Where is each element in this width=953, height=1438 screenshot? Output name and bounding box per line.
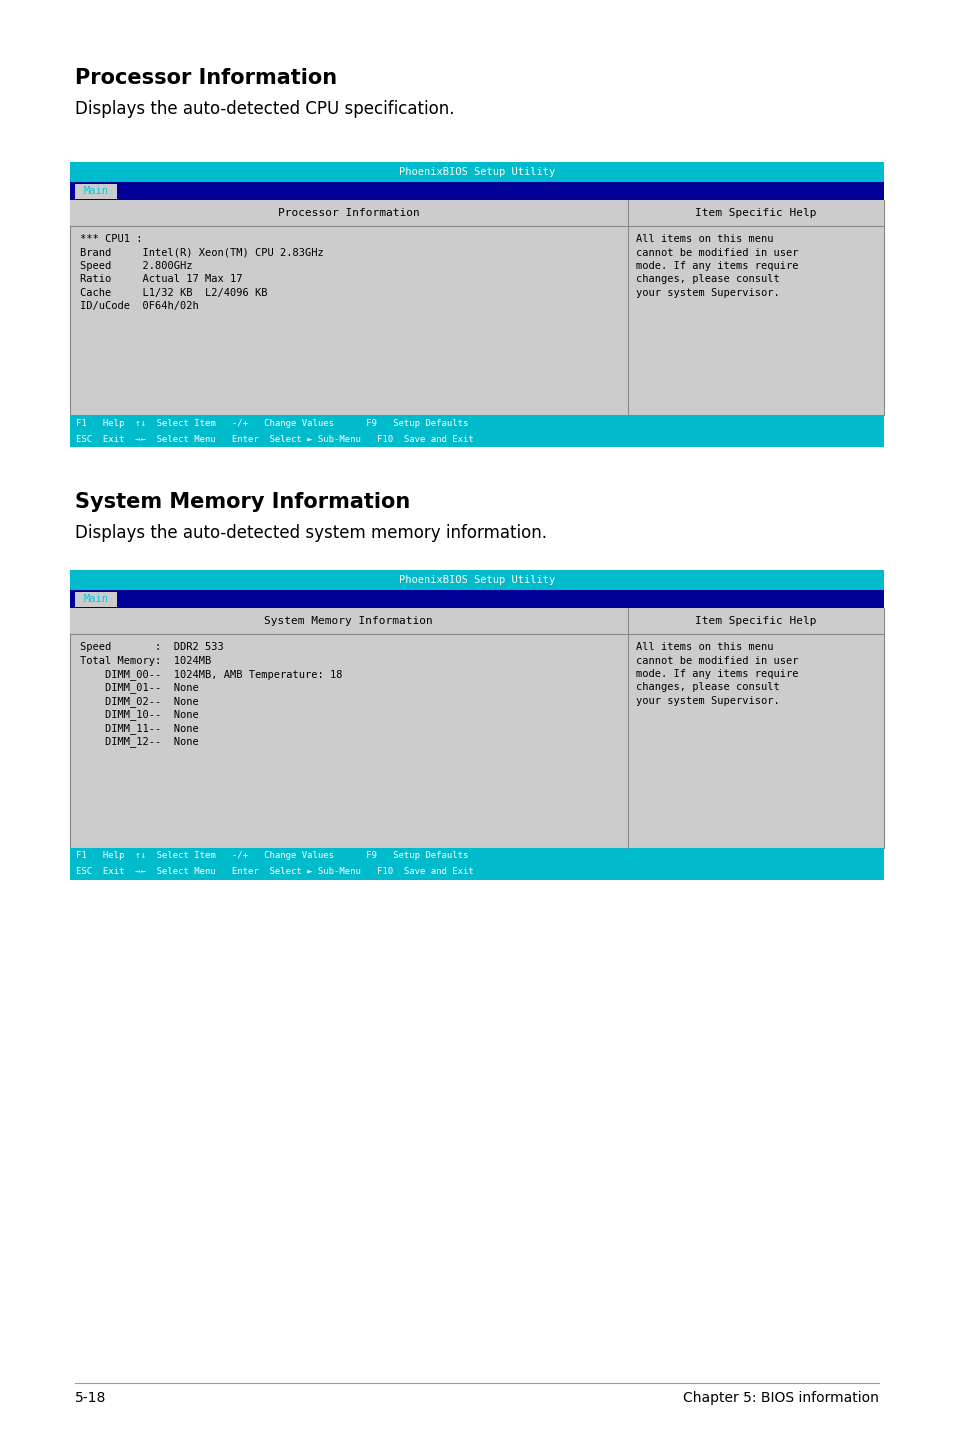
Text: mode. If any items require: mode. If any items require: [635, 669, 798, 679]
Text: F1   Help  ↑↓  Select Item   -/+   Change Values      F9   Setup Defaults: F1 Help ↑↓ Select Item -/+ Change Values…: [76, 418, 468, 427]
Bar: [70, 416, 883, 431]
Text: Total Memory:  1024MB: Total Memory: 1024MB: [80, 656, 211, 666]
Bar: [75, 184, 117, 198]
Text: Main: Main: [84, 186, 109, 196]
Text: your system Supervisor.: your system Supervisor.: [635, 288, 779, 298]
Text: All items on this menu: All items on this menu: [635, 234, 772, 244]
Text: *** CPU1 :: *** CPU1 :: [80, 234, 142, 244]
Text: Item Specific Help: Item Specific Help: [695, 615, 816, 626]
Bar: [70, 569, 883, 590]
Text: Speed     2.800GHz: Speed 2.800GHz: [80, 262, 193, 270]
Text: Brand     Intel(R) Xeon(TM) CPU 2.83GHz: Brand Intel(R) Xeon(TM) CPU 2.83GHz: [80, 247, 323, 257]
Text: mode. If any items require: mode. If any items require: [635, 262, 798, 270]
Bar: [70, 590, 883, 608]
Text: DIMM_10--  None: DIMM_10-- None: [80, 709, 198, 720]
Bar: [70, 162, 883, 183]
Text: ESC  Exit  →←  Select Menu   Enter  Select ► Sub-Menu   F10  Save and Exit: ESC Exit →← Select Menu Enter Select ► S…: [76, 867, 474, 877]
Bar: [70, 200, 883, 416]
Text: your system Supervisor.: your system Supervisor.: [635, 696, 779, 706]
Text: Item Specific Help: Item Specific Help: [695, 209, 816, 219]
Text: cannot be modified in user: cannot be modified in user: [635, 656, 798, 666]
Text: Ratio     Actual 17 Max 17: Ratio Actual 17 Max 17: [80, 275, 242, 285]
Text: DIMM_02--  None: DIMM_02-- None: [80, 696, 198, 707]
Text: changes, please consult: changes, please consult: [635, 683, 779, 693]
Text: 5-18: 5-18: [75, 1391, 107, 1405]
Bar: [70, 608, 883, 634]
Text: PhoenixBIOS Setup Utility: PhoenixBIOS Setup Utility: [398, 167, 555, 177]
Text: ESC  Exit  →←  Select Menu   Enter  Select ► Sub-Menu   F10  Save and Exit: ESC Exit →← Select Menu Enter Select ► S…: [76, 434, 474, 443]
Text: DIMM_00--  1024MB, AMB Temperature: 18: DIMM_00-- 1024MB, AMB Temperature: 18: [80, 669, 342, 680]
Text: changes, please consult: changes, please consult: [635, 275, 779, 285]
Text: Processor Information: Processor Information: [277, 209, 419, 219]
Text: Main: Main: [84, 594, 109, 604]
Bar: [70, 200, 883, 226]
Text: PhoenixBIOS Setup Utility: PhoenixBIOS Setup Utility: [398, 575, 555, 585]
Text: System Memory Information: System Memory Information: [264, 615, 433, 626]
Bar: [70, 608, 883, 848]
Text: System Memory Information: System Memory Information: [75, 492, 410, 512]
Bar: [70, 864, 883, 880]
Text: DIMM_11--  None: DIMM_11-- None: [80, 723, 198, 733]
Text: ID/uCode  0F64h/02h: ID/uCode 0F64h/02h: [80, 302, 198, 312]
Text: Cache     L1/32 KB  L2/4096 KB: Cache L1/32 KB L2/4096 KB: [80, 288, 267, 298]
Bar: [75, 592, 117, 607]
Text: F1   Help  ↑↓  Select Item   -/+   Change Values      F9   Setup Defaults: F1 Help ↑↓ Select Item -/+ Change Values…: [76, 851, 468, 860]
Bar: [70, 848, 883, 864]
Text: DIMM_01--  None: DIMM_01-- None: [80, 683, 198, 693]
Text: Processor Information: Processor Information: [75, 68, 336, 88]
Text: Displays the auto-detected CPU specification.: Displays the auto-detected CPU specifica…: [75, 101, 454, 118]
Bar: [70, 183, 883, 200]
Text: cannot be modified in user: cannot be modified in user: [635, 247, 798, 257]
Bar: [70, 431, 883, 447]
Text: DIMM_12--  None: DIMM_12-- None: [80, 736, 198, 748]
Text: Displays the auto-detected system memory information.: Displays the auto-detected system memory…: [75, 523, 546, 542]
Text: Chapter 5: BIOS information: Chapter 5: BIOS information: [682, 1391, 878, 1405]
Text: Speed       :  DDR2 533: Speed : DDR2 533: [80, 641, 224, 651]
Text: All items on this menu: All items on this menu: [635, 641, 772, 651]
